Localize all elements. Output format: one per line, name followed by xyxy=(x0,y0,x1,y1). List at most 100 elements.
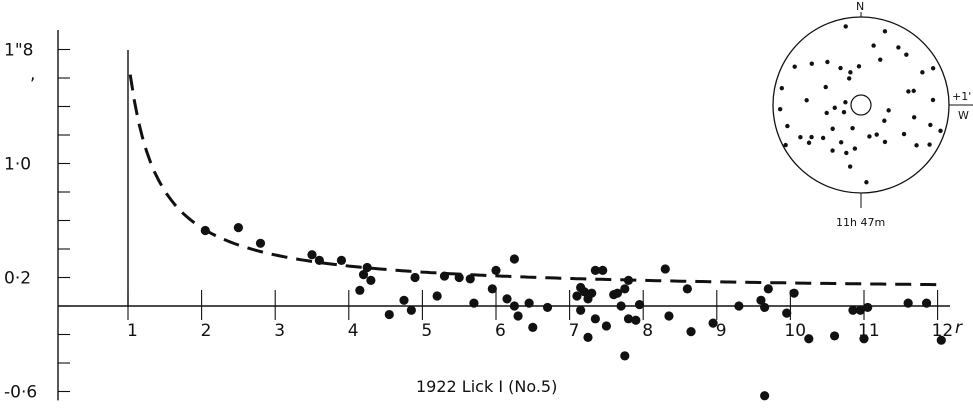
data-point xyxy=(336,255,347,265)
data-point xyxy=(631,315,641,325)
data-point xyxy=(620,284,630,294)
data-point xyxy=(509,254,519,264)
x-tick-label: 4 xyxy=(348,321,359,341)
data-point xyxy=(936,335,946,345)
inset-point xyxy=(779,85,785,91)
data-point xyxy=(576,305,586,315)
data-point xyxy=(432,291,442,301)
inset-point xyxy=(938,128,943,134)
inset-point xyxy=(920,70,925,75)
y-tick-label: 1"8 xyxy=(4,41,33,61)
inset-point xyxy=(823,84,828,90)
polar-inset: N +1' W 11h 47m xyxy=(772,0,973,229)
data-point xyxy=(763,284,773,294)
inset-point xyxy=(843,100,848,105)
data-point xyxy=(384,309,394,320)
data-point xyxy=(579,287,589,297)
data-point xyxy=(708,318,718,328)
x-tick-label: 9 xyxy=(716,321,727,341)
data-point xyxy=(362,262,372,273)
x-tick-label: 1 xyxy=(127,321,138,341)
inset-west-label: W xyxy=(958,109,969,122)
inset-point xyxy=(850,125,855,131)
inset-point xyxy=(806,140,812,145)
inset-point xyxy=(901,131,907,137)
data-point xyxy=(465,274,475,284)
inset-point xyxy=(864,180,869,185)
inset-point xyxy=(871,43,876,48)
data-point xyxy=(855,305,865,315)
x-tick-label: 6 xyxy=(495,321,506,341)
data-point xyxy=(487,284,497,294)
data-point xyxy=(804,334,814,344)
inset-point xyxy=(928,122,933,128)
data-point xyxy=(454,272,464,283)
chart-caption: 1922 Lick I (No.5) xyxy=(416,377,557,396)
tick-marks xyxy=(58,48,939,393)
data-point xyxy=(366,275,376,285)
data-point xyxy=(406,305,416,315)
data-point xyxy=(664,311,674,321)
data-point xyxy=(921,298,932,308)
y-tick-label: 0·2 xyxy=(4,269,31,289)
x-tick-label: 7 xyxy=(569,321,580,341)
inset-point xyxy=(783,142,788,148)
data-point xyxy=(572,291,582,301)
inset-point xyxy=(886,108,891,113)
data-point xyxy=(590,265,600,275)
inset-point xyxy=(878,57,883,62)
inset-point xyxy=(792,64,797,69)
inset-point xyxy=(914,143,919,148)
data-point xyxy=(601,321,612,331)
data-point xyxy=(469,298,479,308)
inset-point xyxy=(847,164,853,169)
y-tick-label: -0·6 xyxy=(4,383,37,403)
inset-point xyxy=(777,107,783,112)
x-axis-label: r xyxy=(955,318,963,338)
inset-point xyxy=(804,98,809,103)
data-point xyxy=(598,265,608,275)
inset-point xyxy=(844,150,849,156)
inset-point xyxy=(848,70,853,75)
data-point xyxy=(513,311,523,321)
data-point xyxy=(782,308,792,318)
data-point xyxy=(358,270,369,280)
x-tick-label: 3 xyxy=(274,321,285,341)
inset-point xyxy=(832,105,837,110)
x-tick-label: 11 xyxy=(858,321,880,341)
inset-point xyxy=(927,142,932,147)
x-tick-label: 8 xyxy=(642,321,653,341)
inset-point xyxy=(838,65,843,71)
x-tick-label: 10 xyxy=(784,321,806,341)
data-point xyxy=(903,298,913,308)
inset-point xyxy=(824,110,829,116)
inset-outer-circle xyxy=(772,16,950,194)
data-point xyxy=(859,334,869,344)
inset-point xyxy=(896,45,901,50)
data-point xyxy=(491,265,501,275)
inset-point xyxy=(846,76,852,81)
inset-north-label: N xyxy=(856,0,864,13)
inset-points xyxy=(777,24,943,185)
inset-point xyxy=(882,29,888,34)
inset-point xyxy=(904,52,909,57)
data-point xyxy=(583,332,593,342)
data-point xyxy=(863,302,873,313)
data-point xyxy=(524,298,534,308)
data-point xyxy=(542,302,553,313)
fit-curve-path xyxy=(128,74,942,287)
y-tick-label: 1·0 xyxy=(4,155,31,175)
data-point xyxy=(620,351,630,361)
axes xyxy=(57,30,950,401)
data-point xyxy=(314,255,324,265)
data-point xyxy=(583,294,593,304)
inset-point xyxy=(838,140,844,145)
data-points xyxy=(200,223,946,401)
data-point xyxy=(734,301,744,311)
inset-point xyxy=(820,135,826,141)
data-point xyxy=(616,301,626,311)
x-tick-label: 2 xyxy=(201,321,212,341)
inset-point xyxy=(825,59,830,65)
inset-point xyxy=(882,139,888,145)
x-tick-label: 12 xyxy=(932,321,954,341)
